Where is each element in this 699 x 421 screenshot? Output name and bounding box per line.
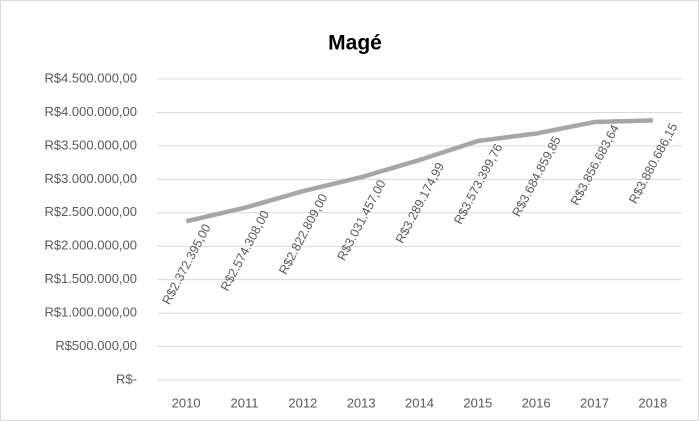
x-tick-label: 2018 (638, 395, 667, 410)
x-tick-label: 2014 (405, 395, 434, 410)
y-tick-label: R$- (116, 371, 137, 386)
x-tick-label: 2012 (288, 395, 317, 410)
y-tick-label: R$3.000.000,00 (44, 171, 137, 186)
y-tick-label: R$4.000.000,00 (44, 104, 137, 119)
series-line (185, 118, 653, 224)
y-tick-label: R$4.500.000,00 (44, 70, 137, 85)
x-tick-label: 2013 (347, 395, 376, 410)
x-tick-label: 2016 (522, 395, 551, 410)
x-tick-label: 2017 (580, 395, 609, 410)
x-tick-label: 2015 (463, 395, 492, 410)
y-tick-label: R$500.000,00 (55, 338, 137, 353)
y-tick-label: R$3.500.000,00 (44, 137, 137, 152)
x-tick-label: 2011 (231, 395, 259, 410)
y-tick-label: R$2.500.000,00 (44, 204, 137, 219)
x-tick-label: 2010 (172, 395, 201, 410)
chart-title: Magé (328, 32, 382, 55)
y-tick-label: R$2.000.000,00 (44, 238, 137, 253)
y-tick-label: R$1.000.000,00 (44, 305, 137, 320)
y-tick-label: R$1.500.000,00 (44, 271, 137, 286)
